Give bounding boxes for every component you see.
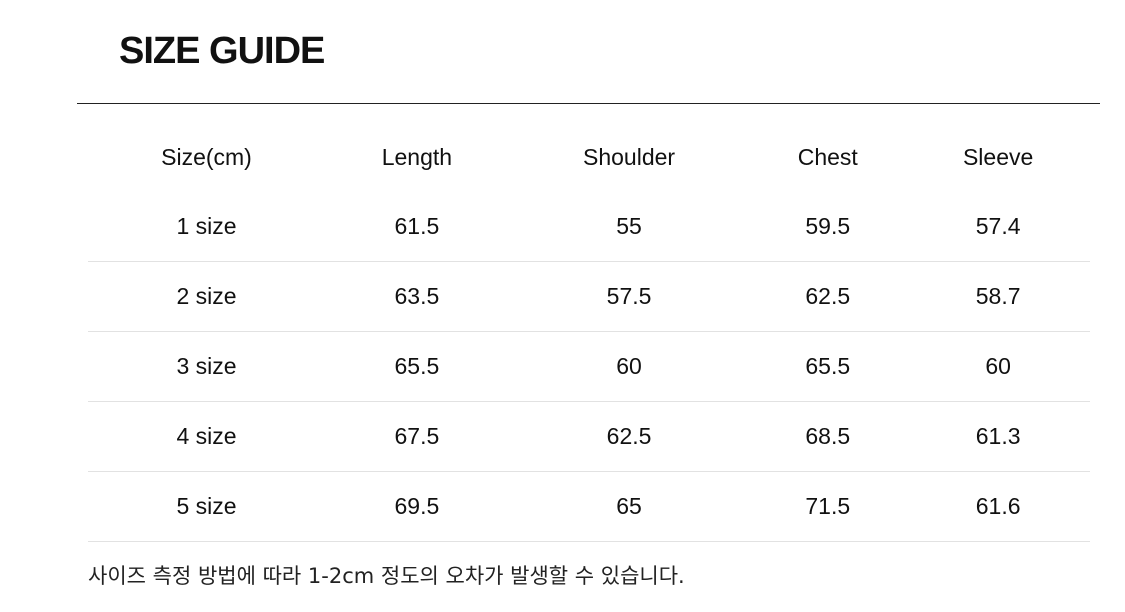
column-header: Size(cm) — [161, 143, 252, 170]
table-cell: 3 size — [176, 353, 237, 379]
table-row: 5 size 69.5 65 71.5 61.6 — [88, 472, 1090, 542]
table-cell: 65.5 — [805, 353, 851, 379]
table-cell: 58.7 — [975, 283, 1021, 309]
table-cell: 62.5 — [805, 283, 851, 309]
table-cell: 57.5 — [606, 283, 652, 309]
page-title: SIZE GUIDE — [119, 30, 325, 72]
table-cell: 67.5 — [394, 423, 440, 449]
table-cell: 61.3 — [975, 423, 1021, 449]
table-cell: 57.4 — [975, 213, 1021, 239]
table-cell: 61.6 — [975, 493, 1021, 519]
table-cell: 1 size — [176, 213, 237, 239]
column-header: Sleeve — [962, 143, 1034, 170]
table-cell: 2 size — [176, 283, 237, 309]
table-row: 1 size 61.5 55 59.5 57.4 — [88, 192, 1090, 262]
measurement-note: 사이즈 측정 방법에 따라 1-2cm 정도의 오차가 발생할 수 있습니다. — [88, 564, 685, 588]
table-cell: 68.5 — [805, 423, 851, 449]
table-cell: 55 — [616, 213, 642, 239]
table-cell: 60 — [985, 353, 1011, 379]
table-cell: 60 — [616, 353, 642, 379]
table-cell: 65 — [616, 493, 642, 519]
table-row: 2 size 63.5 57.5 62.5 58.7 — [88, 262, 1090, 332]
table-cell: 69.5 — [394, 493, 440, 519]
table-cell: 5 size — [176, 493, 237, 519]
table-cell: 71.5 — [805, 493, 851, 519]
table-cell: 61.5 — [394, 213, 440, 239]
column-header: Length — [381, 143, 453, 170]
table-row: 4 size 67.5 62.5 68.5 61.3 — [88, 402, 1090, 472]
size-table: Size(cm) Length Shoulder Chest Sleeve 1 size… — [88, 122, 1090, 542]
column-header: Chest — [797, 143, 858, 170]
table-cell: 65.5 — [394, 353, 440, 379]
column-header: Shoulder — [583, 143, 676, 170]
table-cell: 59.5 — [805, 213, 851, 239]
table-cell: 62.5 — [606, 423, 652, 449]
header-row: Size(cm) Length Shoulder Chest Sleeve — [88, 122, 1090, 192]
table-cell: 63.5 — [394, 283, 440, 309]
divider — [77, 103, 1100, 104]
table-row: 3 size 65.5 60 65.5 60 — [88, 332, 1090, 402]
table-cell: 4 size — [176, 423, 237, 449]
